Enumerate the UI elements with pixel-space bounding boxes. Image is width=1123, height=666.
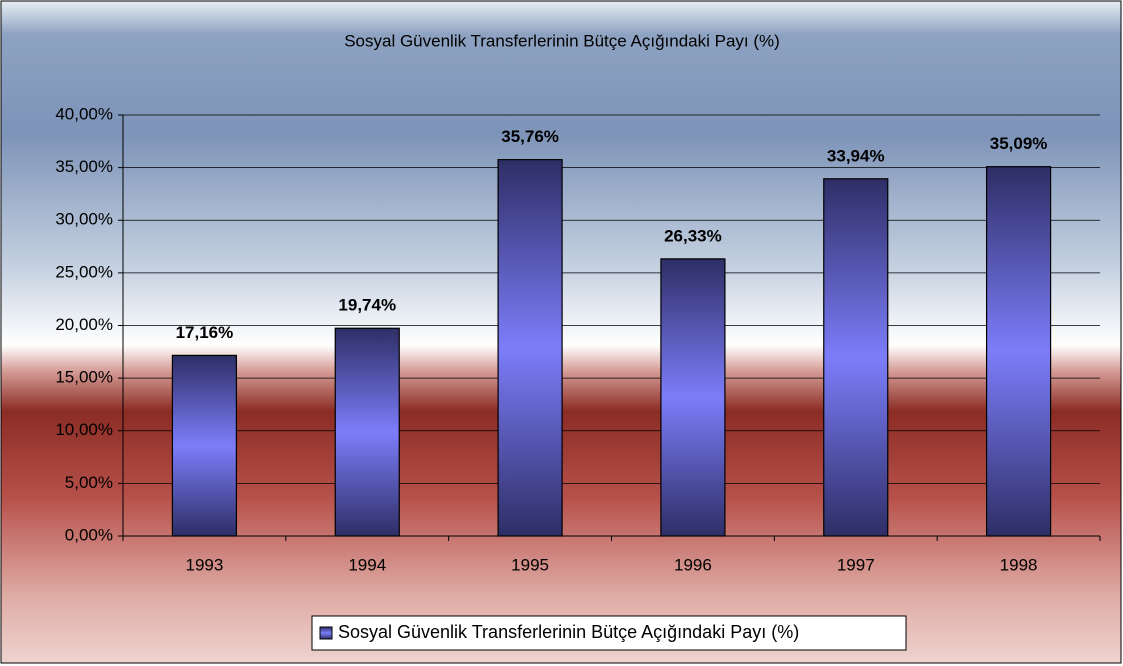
legend-label: Sosyal Güvenlik Transferlerinin Bütçe Aç…	[338, 622, 799, 642]
y-tick-label: 0,00%	[65, 525, 113, 544]
data-label: 19,74%	[338, 296, 396, 315]
x-tick-label: 1995	[511, 555, 549, 574]
chart-title: Sosyal Güvenlik Transferlerinin Bütçe Aç…	[344, 31, 780, 50]
y-tick-label: 35,00%	[55, 157, 113, 176]
legend: Sosyal Güvenlik Transferlerinin Bütçe Aç…	[311, 615, 907, 651]
data-label: 26,33%	[664, 226, 722, 245]
y-tick-label: 5,00%	[65, 473, 113, 492]
legend-swatch	[319, 626, 333, 640]
x-tick-label: 1997	[837, 555, 875, 574]
x-tick-label: 1996	[674, 555, 712, 574]
bar	[334, 327, 400, 537]
y-tick-label: 10,00%	[55, 420, 113, 439]
bar	[985, 166, 1052, 537]
data-label: 33,94%	[827, 146, 885, 165]
x-tick-label: 1993	[186, 555, 224, 574]
legend-box	[311, 615, 907, 651]
y-tick-label: 30,00%	[55, 210, 113, 229]
y-tick-label: 15,00%	[55, 368, 113, 387]
data-label: 35,09%	[990, 134, 1048, 153]
bar	[497, 159, 563, 537]
x-tick-label: 1998	[1000, 555, 1038, 574]
y-tick-label: 40,00%	[55, 104, 113, 123]
bar	[660, 258, 726, 537]
data-label: 35,76%	[501, 127, 559, 146]
x-tick-label: 1994	[348, 555, 386, 574]
bar	[823, 178, 889, 537]
y-tick-label: 25,00%	[55, 262, 113, 281]
y-tick-label: 20,00%	[55, 315, 113, 334]
bar	[171, 354, 238, 537]
data-label: 17,16%	[176, 323, 234, 342]
